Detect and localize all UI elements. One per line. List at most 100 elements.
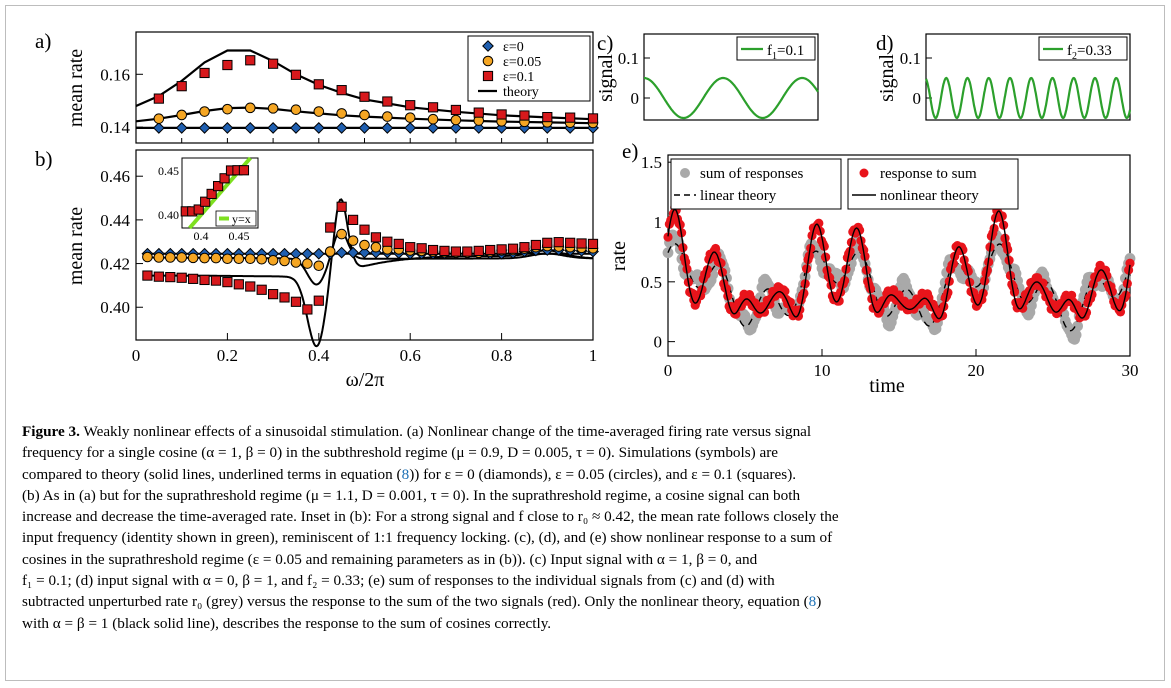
y-tick-label: 0.5 <box>641 273 662 292</box>
data-point <box>175 122 188 134</box>
data-point <box>427 244 439 256</box>
legend-marker <box>482 55 494 67</box>
panel-d-signal-curve <box>925 76 1132 120</box>
data-point <box>233 253 245 265</box>
panel-e-axes: 0 0.5 1 1.5 0 10 20 30 <box>641 153 1139 380</box>
red-point <box>825 273 835 283</box>
y-tick-label: 0.42 <box>100 255 130 274</box>
data-point <box>473 245 484 256</box>
red-point <box>939 301 949 312</box>
data-point <box>152 122 165 134</box>
caption-line: (b) As in (a) but for the suprathreshold… <box>22 486 801 504</box>
inset-legend-label: y=x <box>232 212 251 226</box>
y-tick-label: 0.14 <box>100 118 130 137</box>
data-point <box>142 270 153 281</box>
data-point <box>439 245 450 256</box>
theory-line <box>147 229 593 286</box>
data-point <box>153 113 165 124</box>
red-point <box>723 291 733 301</box>
data-point <box>290 257 302 268</box>
data-point <box>142 251 153 263</box>
data-point <box>267 122 280 134</box>
red-point <box>1125 258 1135 268</box>
data-point <box>256 284 267 295</box>
data-point <box>176 109 187 121</box>
data-point <box>336 201 347 212</box>
data-point <box>222 253 233 265</box>
panel-a-ylabel: mean rate <box>65 49 87 127</box>
caption-equation-link[interactable]: 8 <box>401 465 410 483</box>
data-point <box>404 112 416 123</box>
caption-line: with α = β = 1 (black solid line), descr… <box>22 614 552 632</box>
legend-marker <box>482 70 494 82</box>
red-point <box>963 266 973 276</box>
y-tick-label: 1.5 <box>641 153 662 172</box>
panel-e-legend-nonlinear-theory: nonlinear theory <box>880 188 979 204</box>
data-point <box>313 295 324 306</box>
data-point <box>313 79 324 90</box>
red-point <box>980 276 990 286</box>
data-point <box>153 93 164 104</box>
inset-point <box>206 188 217 200</box>
inset-point <box>200 196 211 207</box>
caption-line: f₁ = 0.1; (d) input signal with α = 0, β… <box>22 572 775 590</box>
data-point <box>301 247 314 260</box>
caption-text: )) for ε = 0 (diamonds), ε = 0.05 (circl… <box>409 465 797 483</box>
data-point <box>312 122 325 134</box>
panel-e-legend-response-to-sum: response to sum <box>880 166 977 182</box>
panel-e-ylabel: rate <box>608 241 630 271</box>
data-point <box>359 109 370 121</box>
caption-equation-link[interactable]: 8 <box>808 593 817 611</box>
theory-line <box>147 198 594 348</box>
data-point <box>312 247 325 260</box>
inset-x-tick-label: 0.45 <box>229 229 250 243</box>
data-point <box>405 242 416 253</box>
caption-text: subtracted unperturbed rate r₀ (grey) ve… <box>22 593 809 611</box>
data-point <box>153 271 164 282</box>
data-point <box>244 102 256 114</box>
data-point <box>245 55 256 66</box>
data-point <box>359 239 370 251</box>
panel-e-legend <box>670 158 1019 210</box>
data-point <box>324 246 336 257</box>
data-point <box>381 122 394 134</box>
data-point <box>313 260 325 272</box>
data-point <box>519 110 530 121</box>
data-point <box>199 67 210 79</box>
data-point <box>473 107 484 118</box>
y-tick-label: 0.1 <box>900 49 921 68</box>
data-point <box>530 239 541 251</box>
inset-point <box>213 181 224 192</box>
data-point <box>382 236 393 247</box>
data-point <box>518 122 531 134</box>
grey-point <box>1070 329 1082 341</box>
data-point <box>347 235 359 246</box>
caption-line: frequency for a single cosine (α = 1, β … <box>22 444 779 462</box>
panel-a-points <box>152 55 599 134</box>
red-point <box>865 284 876 294</box>
inset-y-tick-label: 0.40 <box>158 208 179 222</box>
data-point <box>336 85 347 96</box>
panel-d-axes: 00.1 <box>900 49 932 108</box>
data-point <box>198 122 211 134</box>
inset-y-tick-label: 0.45 <box>158 164 179 178</box>
red-point <box>836 287 846 297</box>
data-point <box>268 289 279 300</box>
data-point <box>313 106 325 117</box>
data-point <box>496 109 507 120</box>
x-tick-label: 30 <box>1122 361 1139 380</box>
data-point <box>245 281 256 292</box>
data-point <box>279 292 290 303</box>
x-tick-label: 0.2 <box>217 346 238 365</box>
red-point <box>997 211 1007 221</box>
panel-c-signal-curve <box>644 76 819 120</box>
inset-point <box>193 204 204 215</box>
data-point <box>542 237 553 248</box>
panel-e-response-to-sum <box>663 202 1135 323</box>
data-point <box>256 253 267 265</box>
data-point <box>244 253 256 265</box>
data-point <box>587 238 599 250</box>
x-tick-label: 0.6 <box>400 346 421 365</box>
x-tick-label: 0 <box>664 361 673 380</box>
